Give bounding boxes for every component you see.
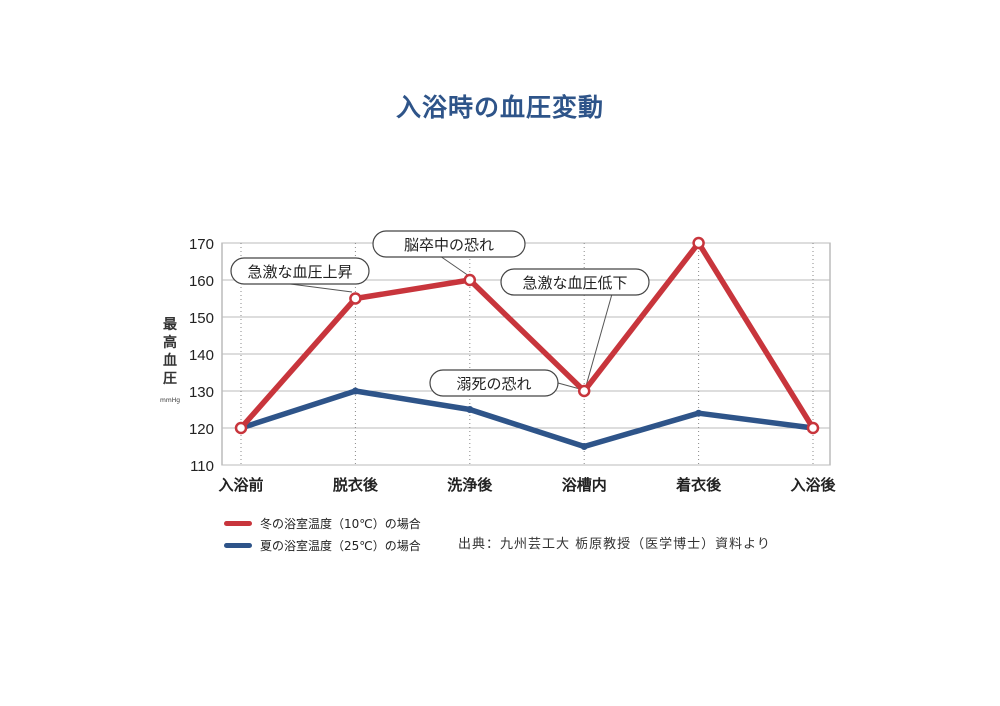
source-credit: 出典：九州芸工大 栃原教授（医学博士）資料より [458,537,771,552]
annotation-bubble [230,257,370,285]
annotation-bubble [500,268,650,296]
legend-swatch-summer [224,542,252,548]
legend-item-winter: 冬の浴室温度（10℃）の場合 [224,512,421,534]
y-tick-label: 150 [189,310,214,327]
annotation-text: 脳卒中の恐れ [404,236,494,254]
x-tick-label: 着衣後 [675,476,722,494]
data-point-summer [580,443,588,450]
y-axis-unit: mmHg [160,397,181,404]
legend-swatch-winter [224,520,252,526]
series-line-summer [238,388,816,450]
annotation-text: 急激な血圧低下 [522,274,627,292]
data-point-winter [806,421,820,435]
y-axis-title: 最高血圧 [163,317,177,387]
legend-label-winter: 冬の浴室温度（10℃）の場合 [260,516,421,531]
annotation-leader [585,293,613,387]
y-tick-label: 140 [189,347,214,364]
y-tick-label: 160 [189,273,214,290]
data-point-winter [692,236,705,250]
page-title: 入浴時の血圧変動 [395,93,604,122]
x-tick-label: 浴槽内 [562,476,607,494]
y-tick-label: 120 [189,421,214,438]
annotation-text: 急激な血圧上昇 [247,263,352,281]
x-tick-label: 入浴前 [218,476,263,494]
data-point-winter [234,421,248,435]
x-tick-label: 入浴後 [790,476,836,494]
annotation-leader [439,255,470,277]
x-tick-label: 脱衣後 [333,476,379,494]
y-tick-label: 170 [189,236,214,253]
annotation-bubble [429,369,559,397]
y-tick-label: 110 [190,458,214,475]
y-tick-label: 130 [189,384,214,401]
legend-label-summer: 夏の浴室温度（25℃）の場合 [260,538,421,553]
data-point-summer [351,387,359,395]
y-axis-label: 最高血圧 mmHg [160,316,180,410]
x-tick-label: 洗浄後 [447,476,493,494]
data-point-winter [463,273,477,287]
annotation-text: 溺死の恐れ [456,375,531,393]
annotation-bubble [372,230,526,258]
data-point-summer [466,406,474,413]
series-line-winter [238,240,816,431]
legend: 冬の浴室温度（10℃）の場合 夏の浴室温度（25℃）の場合 [224,512,421,556]
data-point-winter [349,292,362,305]
data-point-summer [695,409,703,417]
annotation-leader [557,382,581,390]
data-point-winter [577,384,591,398]
legend-item-summer: 夏の浴室温度（25℃）の場合 [224,534,421,556]
